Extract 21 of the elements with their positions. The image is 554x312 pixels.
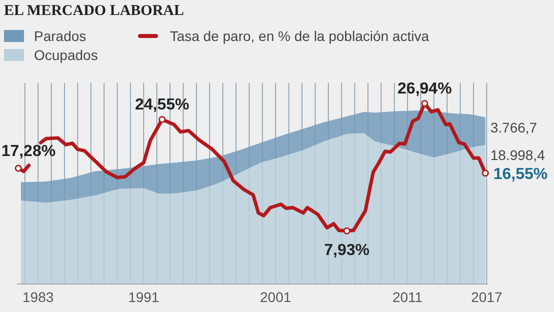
point <box>421 100 428 107</box>
data-label: 26,94% <box>398 80 452 98</box>
x-tick-label: 1991 <box>128 288 160 305</box>
x-tick-label: 1983 <box>22 288 54 305</box>
x-tick-label: 2011 <box>392 288 423 305</box>
point <box>14 164 22 172</box>
point <box>482 170 489 177</box>
point <box>158 116 166 124</box>
data-label: 24,55% <box>134 96 190 114</box>
data-label: 3.766,7 <box>490 119 538 136</box>
legend-label: Ocupados <box>34 46 98 62</box>
x-tick-label: 2001 <box>260 288 292 305</box>
x-tick-label: 2017 <box>471 288 502 305</box>
data-label: 7,93% <box>324 242 370 259</box>
data-label: 16,55% <box>493 166 548 184</box>
data-label: 18.998,4 <box>490 146 546 163</box>
point <box>343 227 350 234</box>
legend-label: Parados <box>34 28 86 44</box>
data-label: 17,28% <box>1 143 56 160</box>
legend-label: Tasa de paro, en % de la población activa <box>170 28 429 44</box>
chart-title: EL MERCADO LABORAL <box>4 3 184 20</box>
